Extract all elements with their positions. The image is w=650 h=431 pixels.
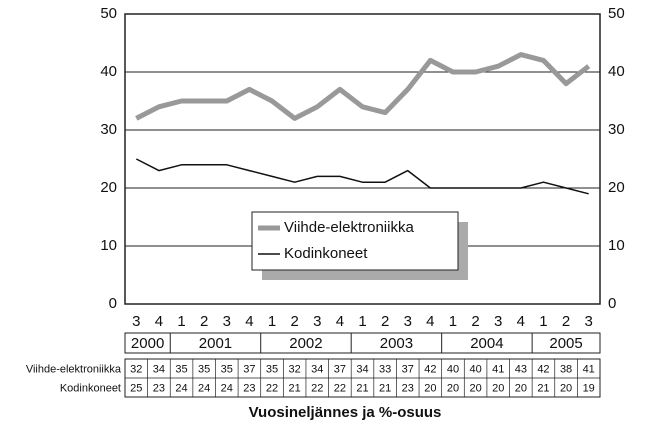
x-tick-label: 1 xyxy=(539,313,547,330)
table-cell: 35 xyxy=(198,363,210,375)
series-line xyxy=(135,52,591,121)
table-cell: 33 xyxy=(379,363,391,375)
table-cell: 22 xyxy=(311,382,323,394)
table-cell: 22 xyxy=(266,382,278,394)
x-tick-label: 3 xyxy=(223,313,231,330)
table-cell: 32 xyxy=(130,363,142,375)
year-label: 2005 xyxy=(549,335,582,352)
table-cell: 43 xyxy=(515,363,527,375)
table-row-label: Kodinkoneet xyxy=(60,382,121,394)
table-cell: 42 xyxy=(537,363,549,375)
table-cell: 40 xyxy=(469,363,481,375)
table-row-label: Viihde-elektroniikka xyxy=(26,363,122,375)
table-cell: 42 xyxy=(424,363,436,375)
x-tick-label: 1 xyxy=(358,313,366,330)
year-label: 2000 xyxy=(131,335,164,352)
x-tick-label: 2 xyxy=(200,313,208,330)
table-cell: 34 xyxy=(311,363,323,375)
x-tick-label: 4 xyxy=(336,313,344,330)
table-cell: 37 xyxy=(402,363,414,375)
table-cell: 20 xyxy=(515,382,527,394)
table-cell: 19 xyxy=(583,382,595,394)
x-tick-label: 2 xyxy=(290,313,298,330)
table-cell: 37 xyxy=(243,363,255,375)
x-tick-label: 4 xyxy=(245,313,253,330)
y2-tick-label: 20 xyxy=(608,179,625,196)
x-tick-label: 3 xyxy=(404,313,412,330)
table-cell: 21 xyxy=(289,382,301,394)
table-cell: 35 xyxy=(221,363,233,375)
x-axis-title: Vuosineljännes ja %-osuus xyxy=(249,404,442,421)
y-tick-label: 10 xyxy=(100,237,117,254)
year-row xyxy=(124,332,601,354)
y-tick-label: 20 xyxy=(100,179,117,196)
y-tick-label: 40 xyxy=(100,63,117,80)
table-cell: 20 xyxy=(469,382,481,394)
table-cell: 22 xyxy=(334,382,346,394)
series-line xyxy=(135,158,589,195)
x-tick-label: 1 xyxy=(449,313,457,330)
y-tick-label: 0 xyxy=(109,295,117,312)
y2-tick-label: 40 xyxy=(608,63,625,80)
table-cell: 20 xyxy=(424,382,436,394)
table-cell: 35 xyxy=(266,363,278,375)
table-cell: 34 xyxy=(153,363,165,375)
table-cell: 21 xyxy=(537,382,549,394)
year-label: 2004 xyxy=(470,335,503,352)
y2-tick-label: 0 xyxy=(608,295,616,312)
table-cell: 24 xyxy=(221,382,233,394)
table-cell: 38 xyxy=(560,363,572,375)
x-tick-label: 3 xyxy=(313,313,321,330)
y2-tick-label: 50 xyxy=(608,5,625,22)
table-cell: 20 xyxy=(492,382,504,394)
year-label: 2002 xyxy=(289,335,322,352)
table-cell: 37 xyxy=(334,363,346,375)
table-cell: 20 xyxy=(560,382,572,394)
x-tick-label: 3 xyxy=(132,313,140,330)
table-cell: 34 xyxy=(356,363,368,375)
plot-frame xyxy=(124,13,601,305)
legend-box xyxy=(251,211,459,271)
x-tick-label: 4 xyxy=(426,313,434,330)
legend-label: Viihde-elektroniikka xyxy=(284,219,414,236)
x-tick-label: 3 xyxy=(585,313,593,330)
table-cell: 20 xyxy=(447,382,459,394)
table-cell: 35 xyxy=(175,363,187,375)
year-label: 2001 xyxy=(199,335,232,352)
x-tick-label: 4 xyxy=(517,313,525,330)
x-tick-label: 2 xyxy=(562,313,570,330)
x-tick-label: 1 xyxy=(268,313,276,330)
table-cell: 40 xyxy=(447,363,459,375)
table-cell: 23 xyxy=(402,382,414,394)
table-cell: 21 xyxy=(356,382,368,394)
table-cell: 23 xyxy=(243,382,255,394)
table-cell: 25 xyxy=(130,382,142,394)
y2-tick-label: 30 xyxy=(608,121,625,138)
table-cell: 24 xyxy=(198,382,210,394)
x-tick-label: 1 xyxy=(177,313,185,330)
table-cell: 21 xyxy=(379,382,391,394)
table-cell: 23 xyxy=(153,382,165,394)
legend-label: Kodinkoneet xyxy=(284,245,368,262)
table-cell: 32 xyxy=(289,363,301,375)
table-cell: 41 xyxy=(492,363,504,375)
x-tick-label: 2 xyxy=(381,313,389,330)
x-tick-label: 4 xyxy=(155,313,163,330)
y-tick-label: 30 xyxy=(100,121,117,138)
table-cell: 24 xyxy=(175,382,187,394)
x-tick-label: 2 xyxy=(471,313,479,330)
y-tick-label: 50 xyxy=(100,5,117,22)
y2-tick-label: 10 xyxy=(608,237,625,254)
year-label: 2003 xyxy=(380,335,413,352)
table-cell: 41 xyxy=(583,363,595,375)
x-tick-label: 3 xyxy=(494,313,502,330)
